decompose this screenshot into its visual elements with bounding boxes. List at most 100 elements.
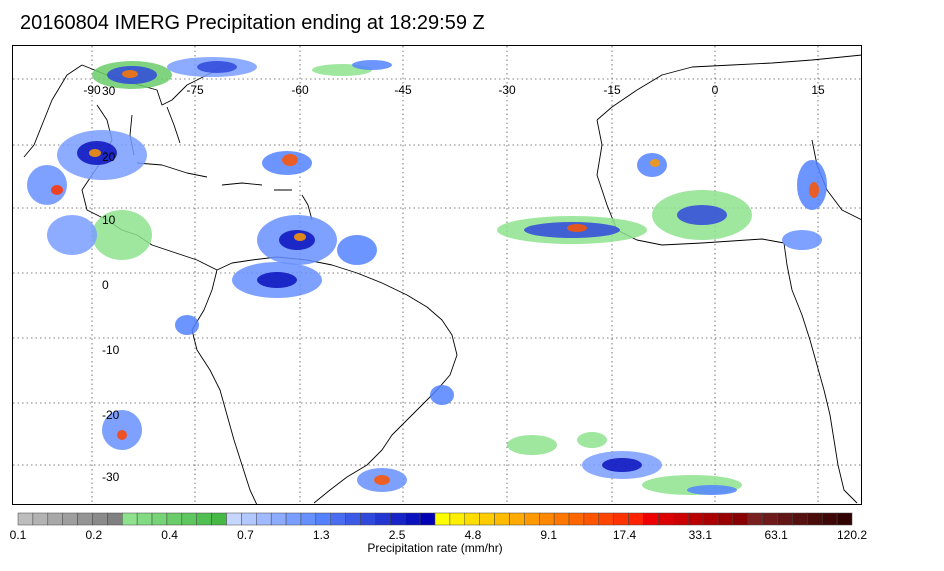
colorbar-cell: [315, 512, 332, 526]
colorbar-cell: [717, 512, 734, 526]
colorbar-cell: [539, 512, 555, 526]
colorbar-tick-label: 120.2: [836, 528, 868, 542]
colorbar-tick-label: 0.7: [237, 528, 254, 542]
precip-cell: [430, 385, 454, 405]
lon-label: -60: [291, 83, 309, 97]
precip-cell: [92, 210, 152, 260]
colorbar-cell: [345, 512, 361, 526]
colorbar-title: Precipitation rate (mm/hr): [367, 541, 503, 555]
colorbar-cell: [181, 512, 197, 526]
colorbar-cell: [390, 512, 406, 526]
precip-cell: [51, 185, 63, 195]
colorbar-cell: [47, 512, 63, 526]
colorbar-cell: [807, 512, 823, 526]
colorbar-cell: [702, 512, 719, 526]
colorbar-cell: [151, 512, 168, 526]
colorbar-tick-label: 17.4: [612, 528, 637, 542]
precip-cell: [650, 159, 660, 167]
colorbar-tick-label: 0.4: [161, 528, 178, 542]
lat-label: 10: [102, 213, 116, 227]
lon-label: 0: [712, 83, 719, 97]
colorbar-cell: [598, 512, 614, 526]
colorbar-cell: [836, 512, 853, 526]
lat-label: 0: [102, 278, 109, 292]
colorbar-cell: [747, 512, 763, 526]
precip-cell: [122, 70, 138, 78]
colorbar-tick-label: 4.8: [464, 528, 482, 542]
precip-cell: [687, 485, 737, 495]
colorbar-cell: [524, 512, 540, 526]
colorbar-cell: [62, 512, 78, 526]
colorbar-cell: [643, 512, 659, 526]
colorbar-cell: [300, 512, 317, 526]
colorbar-cell: [509, 512, 525, 526]
colorbar-tick-label: 0.1: [9, 528, 27, 542]
precip-cell: [337, 235, 377, 265]
colorbar-cell: [404, 512, 421, 526]
precip-cell: [117, 430, 127, 440]
colorbar-cell: [434, 512, 451, 526]
colorbar-cell: [77, 512, 93, 526]
precip-cell: [809, 182, 819, 198]
lat-label: -20: [102, 408, 120, 422]
colorbar-cell: [792, 512, 808, 526]
colorbar-cell: [32, 512, 49, 526]
colorbar-cell: [732, 512, 748, 526]
precip-cell: [197, 61, 237, 73]
colorbar-cell: [136, 512, 153, 526]
colorbar-cell: [92, 512, 108, 526]
precip-cell: [294, 233, 306, 241]
colorbar-cell: [17, 512, 34, 526]
colorbar-cell: [360, 512, 376, 526]
colorbar-cell: [419, 512, 436, 526]
colorbar-cell: [821, 512, 838, 526]
colorbar-cell: [256, 512, 272, 526]
lon-label: -90: [83, 83, 101, 97]
map-title: 20160804 IMERG Precipitation ending at 1…: [20, 12, 485, 34]
colorbar-tick-label: 63.1: [764, 528, 788, 542]
colorbar-cell: [196, 512, 212, 526]
lon-label: -45: [394, 83, 412, 97]
precip-cell: [567, 224, 587, 232]
precip-cell: [27, 165, 67, 205]
colorbar-cell: [762, 512, 778, 526]
lon-label: -15: [603, 83, 621, 97]
colorbar-tick-label: 33.1: [688, 528, 713, 542]
precipitation-map: -90 -75 -60 -45 -30 -15 0 15 30 20 10 0 -10 -20 -30: [12, 45, 862, 505]
precip-cell: [175, 315, 199, 335]
colorbar-cell: [122, 512, 138, 526]
colorbar-cell: [613, 512, 629, 526]
precip-cell: [782, 230, 822, 250]
colorbar-cell: [777, 512, 793, 526]
colorbar-tick-label: 0.2: [85, 528, 103, 542]
precip-cell: [352, 60, 392, 70]
precip-cell: [374, 475, 390, 485]
colorbar-cell: [687, 512, 704, 526]
colorbar-cell: [464, 512, 480, 526]
lon-label: -30: [498, 83, 516, 97]
colorbar-cell: [553, 512, 570, 526]
precip-cell: [257, 272, 297, 288]
colorbar-tick-label: 9.1: [540, 528, 558, 542]
colorbar-cell: [241, 512, 257, 526]
lon-label: 15: [811, 83, 825, 97]
colorbar-cell: [211, 512, 227, 526]
colorbar-cell: [494, 512, 510, 526]
precip-cell: [602, 458, 642, 472]
latitude-labels: 30 20 10 0 -10 -20 -30: [102, 84, 120, 484]
colorbar-cell: [658, 512, 674, 526]
colorbar-cell: [479, 512, 495, 526]
colorbar-cell: [568, 512, 585, 526]
colorbar-cell: [330, 512, 346, 526]
colorbar-tick-label: 2.5: [388, 528, 406, 542]
precip-cell: [577, 432, 607, 448]
precip-cell: [89, 149, 101, 157]
precipitation-field: [27, 57, 827, 495]
colorbar-cell: [285, 512, 302, 526]
colorbar: [17, 512, 853, 526]
longitude-labels: -90 -75 -60 -45 -30 -15 0 15: [83, 83, 825, 97]
colorbar-cell: [166, 512, 183, 526]
precip-cell: [47, 215, 97, 255]
colorbar-cell: [270, 512, 287, 526]
precip-cell: [677, 205, 727, 225]
